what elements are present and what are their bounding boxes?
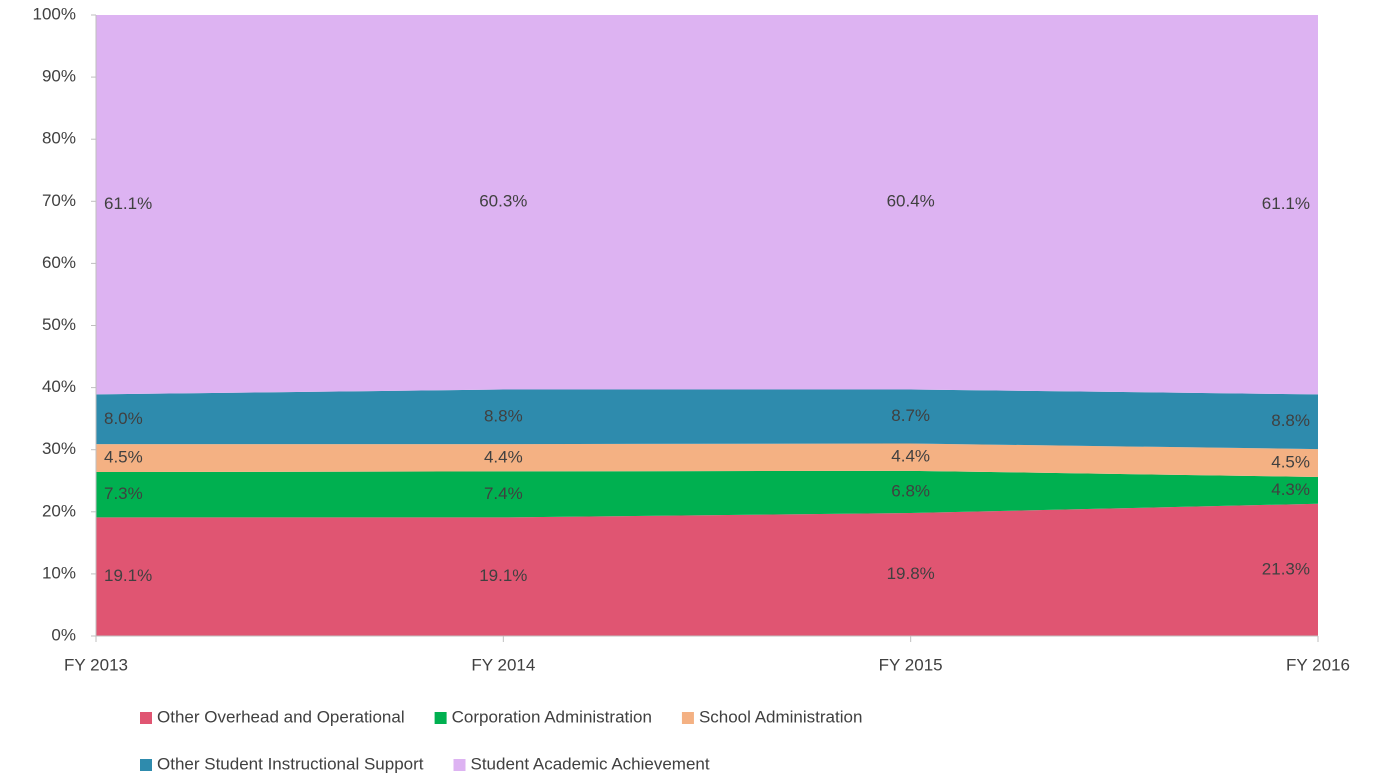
y-tick-label: 70% xyxy=(42,191,76,210)
data-label: 21.3% xyxy=(1262,559,1310,578)
plot-area xyxy=(96,15,1318,636)
y-tick-label: 0% xyxy=(51,625,76,644)
legend-swatch xyxy=(140,759,152,771)
area xyxy=(96,470,1318,518)
legend-label: Student Academic Achievement xyxy=(471,754,710,773)
y-tick-label: 100% xyxy=(33,4,76,23)
legend-label: Corporation Administration xyxy=(452,707,652,726)
data-label: 7.3% xyxy=(104,484,143,503)
y-tick-label: 30% xyxy=(42,439,76,458)
area xyxy=(96,503,1318,636)
data-label: 61.1% xyxy=(104,194,152,213)
y-tick-label: 50% xyxy=(42,315,76,334)
x-tick-label: FY 2015 xyxy=(879,655,943,674)
data-label: 8.7% xyxy=(891,406,930,425)
data-label: 8.0% xyxy=(104,409,143,428)
data-label: 4.4% xyxy=(484,447,523,466)
data-label: 19.1% xyxy=(479,566,527,585)
legend-swatch xyxy=(434,712,447,724)
legend-swatch xyxy=(681,712,694,724)
legend-swatch xyxy=(453,759,466,771)
area xyxy=(96,389,1318,450)
y-tick-label: 20% xyxy=(42,501,76,520)
legend-label: School Administration xyxy=(699,707,862,726)
y-tick-label: 80% xyxy=(42,129,76,148)
x-tick-label: FY 2014 xyxy=(471,655,535,674)
y-tick-label: 60% xyxy=(42,253,76,272)
data-label: 4.3% xyxy=(1271,480,1310,499)
y-tick-label: 90% xyxy=(42,67,76,86)
data-label: 60.3% xyxy=(479,192,527,211)
data-label: 61.1% xyxy=(1262,194,1310,213)
legend-label: Other Overhead and Operational xyxy=(157,707,405,726)
y-tick-label: 10% xyxy=(42,563,76,582)
legend-label: Other Student Instructional Support xyxy=(157,754,424,773)
data-label: 19.1% xyxy=(104,566,152,585)
legend-swatch xyxy=(140,712,152,724)
data-label: 7.4% xyxy=(484,484,523,503)
y-tick-label: 40% xyxy=(42,377,76,396)
data-label: 4.5% xyxy=(104,448,143,467)
data-label: 4.4% xyxy=(891,447,930,466)
data-label: 19.8% xyxy=(887,564,935,583)
area xyxy=(96,15,1318,395)
data-label: 4.5% xyxy=(1271,453,1310,472)
data-label: 60.4% xyxy=(887,191,935,210)
data-label: 6.8% xyxy=(891,481,930,500)
x-tick-label: FY 2016 xyxy=(1286,655,1350,674)
area xyxy=(96,443,1318,478)
data-label: 8.8% xyxy=(484,406,523,425)
x-tick-label: FY 2013 xyxy=(64,655,128,674)
data-label: 8.8% xyxy=(1271,411,1310,430)
